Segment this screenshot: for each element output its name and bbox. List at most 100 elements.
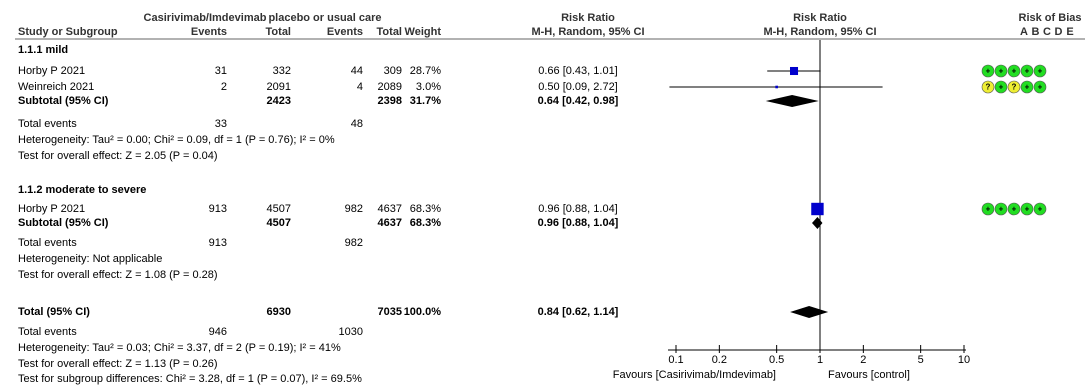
cell: 2423 [267, 95, 291, 107]
x-tick-label: 1 [817, 354, 823, 366]
column-header: Total [377, 26, 402, 38]
events-label: Total events [18, 326, 77, 338]
bias-dot [994, 64, 1008, 78]
subgroup-differences: Test for subgroup differences: Chi² = 3.… [18, 373, 362, 385]
cell: 0.96 [0.88, 1.04] [538, 217, 619, 229]
cell: 2 [221, 81, 227, 93]
bias-symbol: + [1038, 205, 1043, 214]
heterogeneity: Heterogeneity: Tau² = 0.00; Chi² = 0.09,… [18, 134, 335, 146]
cell: 1030 [339, 326, 363, 338]
cell: 2091 [267, 81, 291, 93]
x-tick-label: 5 [918, 354, 924, 366]
cell: 0.84 [0.62, 1.14] [538, 306, 619, 318]
column-header: Risk Ratio [561, 12, 615, 24]
cell: 68.3% [410, 203, 441, 215]
x-tick-label: 0.2 [712, 354, 727, 366]
cell: 0.50 [0.09, 2.72] [538, 81, 618, 93]
point-estimate [811, 202, 824, 216]
cell: 946 [209, 326, 227, 338]
bias-symbol: + [986, 67, 991, 76]
bias-symbol: + [1012, 205, 1017, 214]
overall-effect: Test for overall effect: Z = 1.08 (P = 0… [18, 269, 218, 281]
cell: 913 [209, 237, 227, 249]
cell: 2089 [378, 81, 402, 93]
favours-left: Favours [Casirivimab/Imdevimab] [613, 369, 776, 381]
bias-dot [1020, 80, 1034, 94]
study-name: Horby P 2021 [18, 65, 85, 77]
bias-domain: B [1032, 26, 1040, 38]
bias-symbol: + [1025, 83, 1030, 92]
heterogeneity: Heterogeneity: Not applicable [18, 253, 162, 265]
x-tick-label: 10 [958, 354, 970, 366]
cell: 3.0% [416, 81, 441, 93]
cell: 33 [215, 118, 227, 130]
bias-dot [981, 64, 995, 78]
cell: 913 [209, 203, 227, 215]
pooled-label: Total (95% CI) [18, 306, 90, 318]
bias-domain: E [1066, 26, 1073, 38]
cell: 4637 [378, 217, 402, 229]
heterogeneity: Heterogeneity: Tau² = 0.03; Chi² = 3.37,… [18, 342, 341, 354]
bias-symbol: + [1012, 67, 1017, 76]
cell: 28.7% [410, 65, 441, 77]
bias-symbol: + [986, 205, 991, 214]
column-header: M-H, Random, 95% CI [531, 26, 644, 38]
events-label: Total events [18, 118, 77, 130]
cell: 0.64 [0.42, 0.98] [538, 95, 619, 107]
cell: 31 [215, 65, 227, 77]
cell: 0.66 [0.43, 1.01] [538, 65, 618, 77]
pooled-label: Subtotal (95% CI) [18, 95, 109, 107]
cell: 309 [384, 65, 402, 77]
subgroup-title: 1.1.2 moderate to severe [18, 184, 146, 196]
x-tick-label: 0.1 [668, 354, 683, 366]
bias-dot [1033, 202, 1047, 216]
cell: 31.7% [410, 95, 441, 107]
bias-domain: C [1043, 26, 1051, 38]
bias-domain: A [1020, 26, 1028, 38]
cell: 100.0% [404, 306, 442, 318]
bias-dot [1020, 64, 1034, 78]
bias-dot [1007, 202, 1021, 216]
study-name: Horby P 2021 [18, 203, 85, 215]
cell: 332 [273, 65, 291, 77]
overall-effect: Test for overall effect: Z = 1.13 (P = 0… [18, 358, 218, 370]
bias-symbol: + [1038, 67, 1043, 76]
point-estimate [789, 66, 799, 76]
point-estimate [775, 85, 778, 89]
x-tick-label: 0.5 [769, 354, 784, 366]
overall-effect: Test for overall effect: Z = 2.05 (P = 0… [18, 150, 218, 162]
column-header: Events [191, 26, 227, 38]
column-header: M-H, Random, 95% CI [763, 26, 876, 38]
bias-dot [1007, 80, 1021, 94]
bias-symbol: + [1038, 83, 1043, 92]
bias-symbol: ? [986, 83, 991, 92]
diamond [790, 306, 829, 318]
cell: 68.3% [410, 217, 441, 229]
bias-dot [994, 202, 1008, 216]
group-header: Casirivimab/Imdevimab [144, 12, 267, 24]
cell: 982 [345, 203, 363, 215]
cell: 2398 [378, 95, 402, 107]
bias-symbol: + [1025, 67, 1030, 76]
bias-symbol: + [999, 67, 1004, 76]
cell: 4507 [267, 217, 291, 229]
bias-dot [1033, 80, 1047, 94]
column-header: Total [266, 26, 291, 38]
cell: 0.96 [0.88, 1.04] [538, 203, 618, 215]
cell: 4507 [267, 203, 291, 215]
events-label: Total events [18, 237, 77, 249]
column-header: Study or Subgroup [18, 26, 118, 38]
cell: 48 [351, 118, 363, 130]
bias-dot [994, 80, 1008, 94]
cell: 982 [345, 237, 363, 249]
diamond [812, 217, 823, 229]
subgroup-title: 1.1.1 mild [18, 44, 68, 56]
cell: 44 [351, 65, 363, 77]
column-header: Risk of Bias [1019, 12, 1082, 24]
x-tick-label: 2 [860, 354, 866, 366]
diamond [765, 95, 819, 107]
bias-dot [1020, 202, 1034, 216]
bias-dot [981, 80, 995, 94]
cell: 6930 [267, 306, 291, 318]
